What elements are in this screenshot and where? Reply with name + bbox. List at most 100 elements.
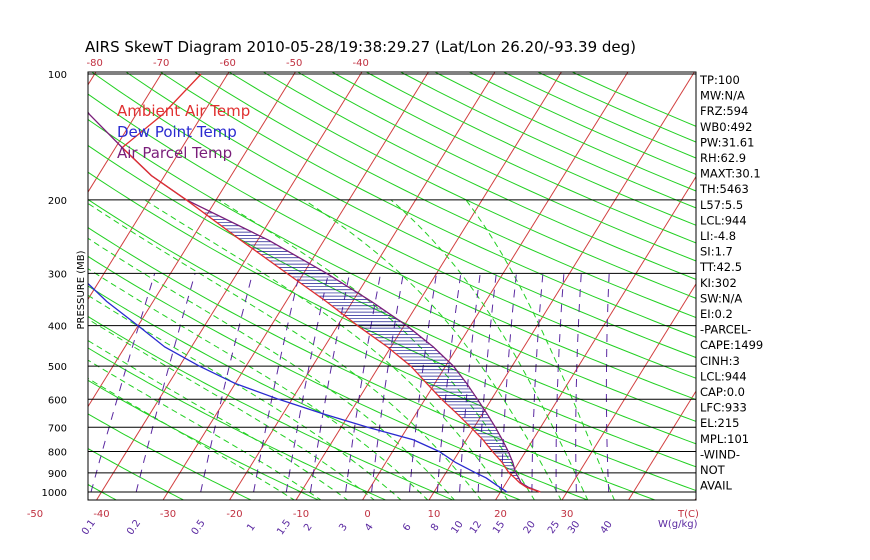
mixing-ratio-tick-label: 3 [337, 522, 350, 534]
dry-adiabat-line [399, 72, 696, 209]
dry-adiabat-line [88, 93, 696, 401]
moist-adiabat-line [465, 199, 615, 500]
index-item: FRZ:594 [700, 104, 748, 118]
index-item: LFC:933 [700, 401, 747, 415]
dry-adiabat-line [88, 198, 696, 492]
bottom-temp-tick-label: -40 [93, 509, 109, 520]
dew-point-line [88, 282, 508, 493]
index-item: EL:215 [700, 416, 740, 430]
dry-adiabat-line [88, 171, 696, 468]
sounding-profiles [88, 73, 541, 493]
pressure-tick-label: 500 [48, 362, 67, 373]
mixing-ratio-line [200, 273, 253, 493]
dry-adiabat-line [88, 226, 657, 500]
mixing-ratio-line [90, 273, 156, 493]
dry-adiabat-line [433, 72, 696, 192]
moist-adiabat-line [218, 199, 535, 500]
mixing-ratio-line [459, 273, 481, 493]
mixing-ratio-labels: 0.1 0.2 0.5 1 1.5 2 3 4 6 8 10 12 15 20 25 30 40 [80, 518, 615, 537]
bottom-temp-tick-label: 20 [494, 509, 507, 520]
index-item: -PARCEL- [700, 323, 751, 337]
bottom-temp-ticks: -50 -40 -30 -20 -10 0 10 20 30 [27, 509, 574, 520]
dry-adiabat-line [88, 315, 455, 500]
chart-title: AIRS SkewT Diagram 2010-05-28/19:38:29.2… [85, 38, 636, 56]
moist-adiabat-line [390, 199, 589, 500]
pressure-tick-label: 300 [48, 269, 67, 280]
mixing-ratio-tick-label: 6 [401, 522, 414, 534]
isotherm-line [627, 390, 696, 500]
mixing-ratio-tick-label: 10 [449, 519, 465, 536]
pressure-tick-label: 1000 [42, 488, 67, 499]
mixing-ratio-tick-label: 25 [546, 519, 562, 536]
dry-adiabat-line [88, 447, 185, 500]
index-item: WB0:492 [700, 120, 752, 134]
dry-adiabat-line [88, 144, 696, 445]
index-item: CAP:0.0 [700, 385, 745, 399]
isotherm-line [95, 72, 363, 500]
mixing-ratio-tick-label: 1 [245, 522, 258, 534]
isotherm-line [88, 72, 163, 193]
isotherm-line [428, 72, 695, 500]
bottom-temp-tick-label: -30 [160, 509, 176, 520]
moist-adiabat-line [88, 359, 322, 500]
dry-adiabat-line [88, 347, 387, 500]
pressure-tick-label: 600 [48, 395, 67, 406]
pressure-tick-label: 900 [48, 469, 67, 480]
top-temp-tick-label: -60 [219, 58, 235, 69]
mixing-ratio-line [436, 273, 462, 493]
mixing-ratio-tick-label: 0.1 [80, 518, 98, 537]
pressure-tick-label: 200 [48, 196, 67, 207]
isotherm-line [162, 72, 429, 500]
isotherm-line [295, 72, 562, 500]
top-temp-tick-label: -70 [153, 58, 169, 69]
isotherm-line [761, 55, 870, 501]
mixing-ratio-line [477, 273, 497, 493]
mixing-ratio-line [605, 273, 610, 493]
mixing-ratio-line [575, 273, 582, 492]
bottom-temp-tick-label: -50 [27, 509, 43, 520]
isotherm-line [88, 72, 230, 301]
mixing-ratio-tick-label: 20 [522, 519, 538, 536]
mixing-ratio-tick-label: 0.2 [125, 518, 143, 537]
dry-adiabat-line [88, 379, 320, 500]
top-temp-tick-label: -50 [286, 58, 302, 69]
top-temp-tick-label: -40 [352, 58, 368, 69]
isotherm-line [0, 55, 40, 501]
plot-frame [87, 71, 697, 501]
dry-adiabat-line [262, 72, 696, 280]
moist-adiabat-line [88, 377, 296, 500]
y-axis-label: PRESSURE (MB) [76, 250, 87, 329]
moist-adiabat-line [144, 199, 509, 500]
dry-adiabat-line [193, 72, 696, 319]
mixing-ratio-tick-label: 40 [599, 519, 615, 536]
dry-adiabat-line [88, 413, 253, 500]
dry-adiabat-line [296, 72, 696, 262]
mixing-ratio-line [253, 273, 300, 493]
index-item: TP:100 [699, 73, 740, 87]
index-item: PW:31.61 [700, 135, 754, 149]
index-item: TH:5463 [699, 182, 749, 196]
isotherm-line [494, 175, 696, 500]
index-item: TT:42.5 [699, 260, 742, 274]
isotherm-line [228, 72, 496, 500]
bottom-temp-tick-label: 30 [561, 509, 574, 520]
index-item: SW:N/A [700, 291, 742, 305]
index-item: MPL:101 [700, 432, 749, 446]
mixing-ratio-line [285, 273, 329, 493]
mixing-ratio-line [555, 273, 565, 493]
dry-adiabat-line [0, 55, 50, 501]
mixing-ratio-tick-label: 4 [363, 522, 376, 534]
isotherm-line [88, 72, 296, 408]
index-item: NOT [700, 463, 726, 477]
moist-adiabat-line [88, 339, 349, 500]
top-temp-ticks: -80 -70 -60 -50 -40 [86, 58, 368, 69]
pressure-tick-label: 100 [48, 70, 67, 81]
legend-item: Dew Point Temp [117, 123, 237, 141]
mixing-ratio-unit-label: W(g/kg) [658, 519, 698, 530]
bottom-temp-tick-label: 10 [428, 509, 441, 520]
mixing-ratio-tick-label: 0.5 [190, 518, 208, 537]
index-item: CAPE:1499 [700, 338, 763, 352]
mixing-ratio-tick-label: 1.5 [275, 518, 293, 537]
